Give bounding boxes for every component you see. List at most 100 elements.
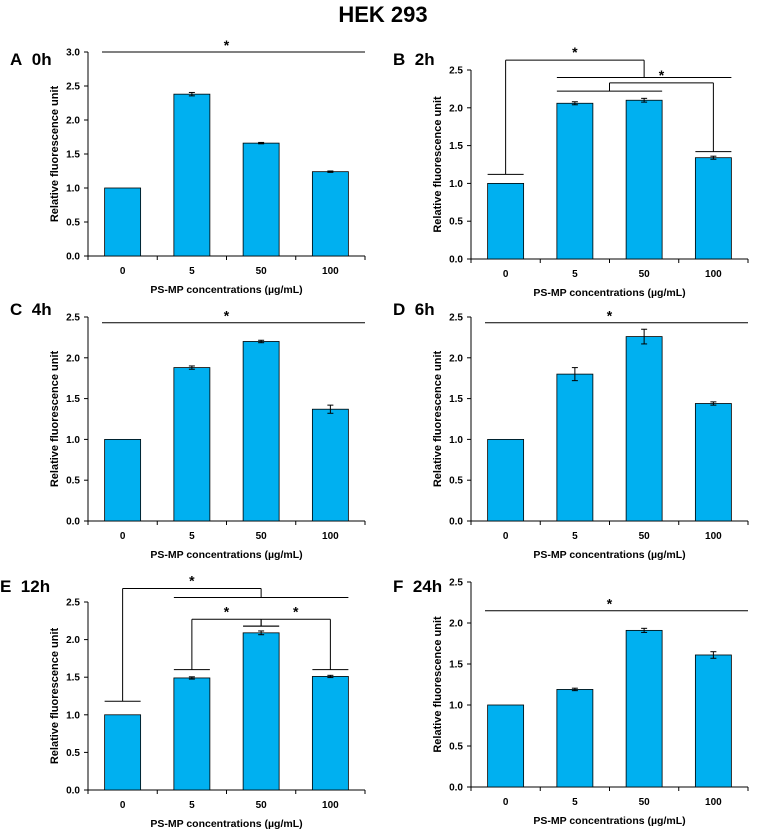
x-tick-label: 50 xyxy=(256,800,268,811)
x-tick-label: 100 xyxy=(322,266,339,277)
bar-5 xyxy=(556,373,594,522)
panel-d-label: D 6h xyxy=(393,300,435,320)
significance-star: * xyxy=(224,37,230,53)
x-tick-label: 50 xyxy=(639,797,651,808)
bar-50 xyxy=(242,632,280,791)
bar-0 xyxy=(104,438,142,522)
bar-50 xyxy=(625,336,663,522)
y-tick-label: 0.5 xyxy=(66,476,80,487)
y-tick-label: 0.5 xyxy=(66,748,80,759)
y-tick-label: 0.5 xyxy=(449,742,463,753)
panel-a: A 0h 0.0 0.5 1.0 1.5 2.0 2.5 3.0 0 5 50 100 PS-MP c… xyxy=(0,37,383,303)
y-tick-label: 1.0 xyxy=(449,435,463,446)
y-tick-label: 3.0 xyxy=(66,48,80,59)
panel-e-label: E 12h xyxy=(0,577,50,597)
y-tick-label: 1.5 xyxy=(449,394,463,405)
y-tick-label: 0.0 xyxy=(449,255,463,266)
panel-c: C 4h 0.0 0.5 1.0 1.5 2.0 2.5 0 5 50 100 PS-MP conc… xyxy=(0,300,383,565)
panel-c-chart: 0.0 0.5 1.0 1.5 2.0 2.5 0 5 50 100 PS-MP concentra… xyxy=(49,308,366,561)
y-tick-label: 0.5 xyxy=(66,218,80,229)
x-axis-label: PS-MP concentrations (µg/mL) xyxy=(150,284,302,296)
x-tick-label: 100 xyxy=(705,531,722,542)
bar-50 xyxy=(625,629,663,788)
significance-star: * xyxy=(607,308,613,324)
bar-50 xyxy=(242,341,280,522)
bar-5 xyxy=(173,93,211,257)
bar-100 xyxy=(311,408,349,522)
bar-0 xyxy=(487,704,525,788)
panel-c-label: C 4h xyxy=(10,300,52,320)
x-axis-label: PS-MP concentrations (µg/mL) xyxy=(533,549,685,561)
bar-0 xyxy=(487,438,525,522)
y-axis-label: Relative fluorescence unit xyxy=(432,351,444,488)
y-tick-label: 0.0 xyxy=(66,517,80,528)
y-tick-label: 2.0 xyxy=(449,103,463,114)
x-axis-label: PS-MP concentrations (µg/mL) xyxy=(533,815,685,827)
x-tick-label: 5 xyxy=(189,531,195,542)
x-tick-label: 5 xyxy=(572,269,578,280)
panel-d-letter: D xyxy=(393,300,406,319)
x-tick-label: 100 xyxy=(322,531,339,542)
panel-b: B 2h 0.0 0.5 1.0 1.5 2.0 2.5 0 5 50 100 PS-MP conc… xyxy=(383,38,766,303)
panel-a-time: 0h xyxy=(31,50,52,69)
y-tick-label: 1.5 xyxy=(449,660,463,671)
y-tick-label: 2.0 xyxy=(66,116,80,127)
x-tick-label: 5 xyxy=(189,266,195,277)
x-tick-label: 0 xyxy=(503,797,509,808)
panel-b-time: 2h xyxy=(414,50,435,69)
bar-100 xyxy=(311,171,349,257)
panel-d-time: 6h xyxy=(414,300,435,319)
bar-5 xyxy=(173,677,211,791)
bar-0 xyxy=(104,187,142,257)
panel-f-label: F 24h xyxy=(393,577,442,597)
y-tick-label: 2.0 xyxy=(449,619,463,630)
y-tick-label: 2.5 xyxy=(449,66,463,77)
x-axis-label: PS-MP concentrations (µg/mL) xyxy=(533,287,685,299)
panel-a-label: A 0h xyxy=(10,50,52,70)
x-tick-label: 5 xyxy=(572,531,578,542)
x-tick-label: 5 xyxy=(572,797,578,808)
significance-star: * xyxy=(572,44,578,60)
bar-0 xyxy=(104,714,142,791)
significance-star: * xyxy=(659,67,665,83)
panel-d-chart: 0.0 0.5 1.0 1.5 2.0 2.5 0 5 50 100 PS-MP concentra… xyxy=(432,308,749,561)
y-tick-label: 0.0 xyxy=(66,252,80,263)
y-tick-label: 1.5 xyxy=(449,141,463,152)
panel-f-letter: F xyxy=(393,577,404,596)
y-tick-label: 1.5 xyxy=(66,673,80,684)
y-axis-label: Relative fluorescence unit xyxy=(49,86,61,223)
panel-f-chart: 0.0 0.5 1.0 1.5 2.0 2.5 0 5 50 100 PS-MP concentra… xyxy=(432,578,749,827)
significance-star: * xyxy=(607,596,613,612)
bar-100 xyxy=(694,157,732,260)
figure-title: HEK 293 xyxy=(338,2,428,27)
bar-100 xyxy=(311,676,349,791)
x-tick-label: 50 xyxy=(639,531,651,542)
panel-c-time: 4h xyxy=(31,300,52,319)
bar-100 xyxy=(694,403,732,522)
significance-star: * xyxy=(293,603,299,619)
y-tick-label: 1.0 xyxy=(66,435,80,446)
y-tick-label: 0.0 xyxy=(66,786,80,797)
x-tick-label: 100 xyxy=(705,269,722,280)
panel-e-chart: 0.0 0.5 1.0 1.5 2.0 2.5 0 5 50 100 PS-MP concentra… xyxy=(49,572,366,830)
y-axis-label: Relative fluorescence unit xyxy=(432,616,444,753)
x-tick-label: 100 xyxy=(705,797,722,808)
x-tick-label: 0 xyxy=(120,800,126,811)
y-tick-label: 1.0 xyxy=(449,701,463,712)
y-tick-label: 2.5 xyxy=(449,313,463,324)
y-tick-label: 0.5 xyxy=(449,217,463,228)
x-tick-label: 0 xyxy=(120,531,126,542)
x-tick-label: 50 xyxy=(639,269,651,280)
y-tick-label: 1.0 xyxy=(449,179,463,190)
significance-star: * xyxy=(189,572,195,588)
bar-100 xyxy=(694,654,732,788)
bar-0 xyxy=(487,182,525,260)
y-tick-label: 1.5 xyxy=(66,150,80,161)
x-tick-label: 0 xyxy=(503,531,509,542)
x-tick-label: 100 xyxy=(322,800,339,811)
bar-50 xyxy=(242,142,280,257)
y-tick-label: 0.0 xyxy=(449,517,463,528)
panel-f: F 24h 0.0 0.5 1.0 1.5 2.0 2.5 0 5 50 100 PS-MP con… xyxy=(383,565,766,830)
panel-b-label: B 2h xyxy=(393,50,435,70)
y-axis-label: Relative fluorescence unit xyxy=(49,351,61,488)
